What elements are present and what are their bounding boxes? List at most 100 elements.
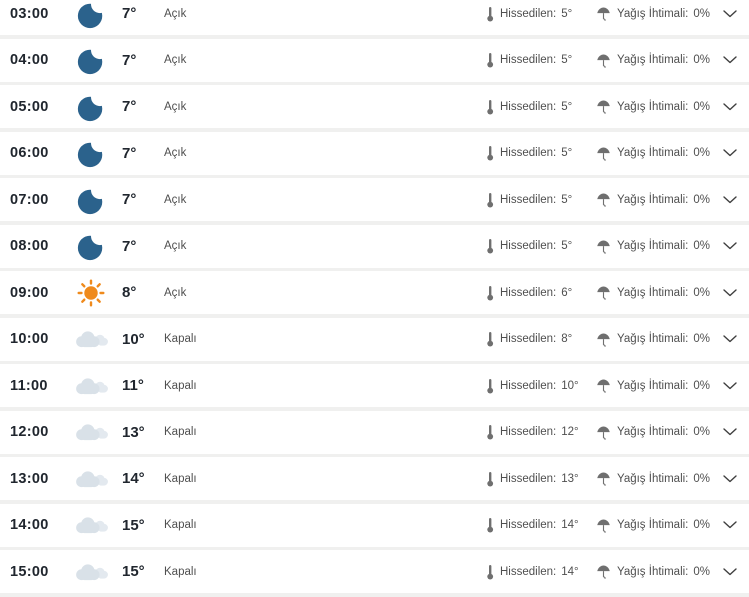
chevron-down-icon[interactable]: [723, 195, 737, 204]
chevron-down-icon[interactable]: [723, 567, 737, 576]
precipitation-label: Yağış İhtimali:: [617, 193, 689, 206]
chevron-down-icon[interactable]: [723, 102, 737, 111]
precipitation-value: 0%: [693, 565, 710, 578]
chevron-down-icon[interactable]: [723, 288, 737, 297]
hourly-forecast-row[interactable]: 13:00: [0, 457, 749, 500]
feels-like-label: Hissedilen:: [500, 147, 557, 159]
precipitation-label: Yağış İhtimali:: [617, 472, 689, 485]
feels-like-label: Hissedilen:: [500, 7, 557, 20]
precipitation-value: 0%: [693, 147, 710, 159]
moon-icon: [77, 137, 106, 168]
feels-like-value: 5°: [561, 240, 573, 252]
feels-like-value: 5°: [561, 193, 573, 206]
condition-label: Açık: [164, 54, 187, 66]
hourly-forecast-row[interactable]: 12:00: [0, 410, 749, 454]
precipitation-label: Yağış İhtimali:: [617, 286, 689, 299]
precipitation-label: Yağış İhtimali:: [617, 54, 689, 66]
chevron-down-icon[interactable]: [723, 149, 737, 158]
hourly-forecast-row[interactable]: 06:00: [0, 131, 749, 175]
feels-like-value: 5°: [561, 7, 573, 20]
precipitation-label: Yağış İhtimali:: [617, 100, 689, 113]
hourly-forecast-row[interactable]: 08:00: [0, 224, 749, 268]
chevron-down-icon[interactable]: [723, 521, 737, 530]
feels-like-label: Hissedilen:: [500, 54, 557, 66]
thermometer-icon: [487, 285, 494, 300]
thermometer-icon: [487, 378, 494, 393]
chevron-down-icon[interactable]: [723, 428, 737, 437]
condition-label: Kapalı: [164, 426, 197, 438]
precipitation-group: Yağış İhtimali: 0%: [596, 271, 710, 314]
temperature-value: 7°: [122, 98, 137, 115]
chevron-down-icon[interactable]: [723, 335, 737, 344]
hourly-forecast-row[interactable]: 09:00: [0, 271, 749, 314]
feels-like-group: Hissedilen: 5°: [486, 39, 572, 82]
umbrella-icon: [597, 426, 610, 440]
moon-icon: [77, 183, 106, 214]
umbrella-icon: [597, 519, 610, 533]
hourly-forecast-row[interactable]: 07:00: [0, 178, 749, 221]
feels-like-value: 6°: [561, 286, 573, 299]
hour-label: 07:00: [10, 191, 49, 208]
precipitation-label: Yağış İhtimali:: [617, 333, 689, 345]
chevron-down-icon[interactable]: [723, 474, 737, 483]
weather-icon-cell: [72, 328, 110, 350]
feels-like-group: Hissedilen: 5°: [486, 0, 572, 35]
hourly-forecast-row[interactable]: 14:00: [0, 503, 749, 547]
hourly-forecast-row[interactable]: 15:00: [0, 550, 749, 593]
precipitation-label: Yağış İhtimali:: [617, 147, 689, 159]
precipitation-group: Yağış İhtimali: 0%: [596, 504, 710, 547]
feels-like-value: 14°: [561, 519, 579, 531]
umbrella-icon: [597, 565, 610, 579]
thermometer-icon: [487, 6, 494, 21]
chevron-down-icon[interactable]: [723, 242, 737, 251]
thermometer-icon: [487, 564, 494, 579]
cloud-icon: [76, 424, 108, 441]
moon-icon: [77, 230, 106, 261]
precipitation-group: Yağış İhtimali: 0%: [596, 39, 710, 82]
precipitation-value: 0%: [693, 333, 710, 345]
umbrella-icon: [597, 286, 610, 300]
weather-icon-cell: [72, 421, 110, 443]
precipitation-value: 0%: [693, 426, 710, 438]
weather-icon-cell: [72, 90, 110, 123]
feels-like-label: Hissedilen:: [500, 240, 557, 252]
umbrella-icon: [597, 379, 610, 393]
chevron-down-icon[interactable]: [723, 9, 737, 18]
feels-like-label: Hissedilen:: [500, 426, 557, 438]
hour-label: 08:00: [10, 238, 49, 254]
umbrella-icon: [597, 100, 610, 114]
feels-like-value: 13°: [561, 472, 579, 485]
hour-label: 11:00: [10, 377, 48, 394]
moon-icon: [77, 44, 106, 75]
feels-like-label: Hissedilen:: [500, 519, 557, 531]
feels-like-value: 14°: [561, 565, 579, 578]
precipitation-label: Yağış İhtimali:: [617, 565, 689, 578]
thermometer-icon: [487, 471, 494, 486]
thermometer-icon: [487, 518, 494, 533]
hourly-forecast-row[interactable]: 04:00: [0, 38, 749, 82]
chevron-down-icon[interactable]: [723, 381, 737, 390]
weather-icon-cell: [72, 278, 110, 307]
precipitation-group: Yağış İhtimali: 0%: [596, 0, 710, 35]
chevron-down-icon[interactable]: [723, 56, 737, 65]
feels-like-group: Hissedilen: 5°: [486, 132, 572, 175]
hourly-forecast-row[interactable]: 03:00: [0, 0, 749, 35]
precipitation-value: 0%: [693, 240, 710, 252]
hourly-forecast-row[interactable]: 05:00: [0, 85, 749, 128]
temperature-value: 15°: [122, 516, 145, 534]
umbrella-icon: [597, 193, 610, 207]
hourly-forecast-row[interactable]: 10:00: [0, 317, 749, 361]
hour-label: 04:00: [10, 52, 49, 68]
feels-like-group: Hissedilen: 14°: [486, 550, 579, 593]
hour-label: 13:00: [10, 470, 49, 487]
precipitation-group: Yağış İhtimali: 0%: [596, 225, 710, 268]
feels-like-group: Hissedilen: 13°: [486, 457, 579, 500]
thermometer-icon: [487, 332, 494, 347]
feels-like-value: 5°: [561, 147, 573, 159]
hourly-forecast-row[interactable]: 11:00: [0, 364, 749, 407]
feels-like-label: Hissedilen:: [500, 565, 557, 578]
feels-like-group: Hissedilen: 6°: [486, 271, 572, 314]
precipitation-value: 0%: [693, 379, 710, 392]
umbrella-icon: [597, 333, 610, 347]
